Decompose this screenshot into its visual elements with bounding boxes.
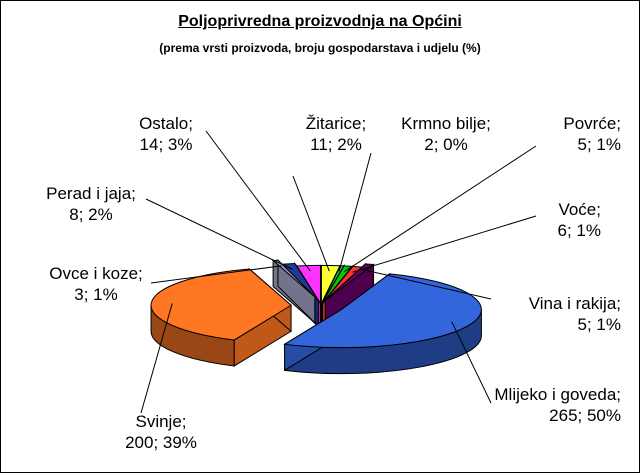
slice-label-value: 3; 1%: [74, 285, 118, 304]
slice-label-value: 5; 1%: [577, 135, 621, 154]
leader-line-ovce-i-koze: [150, 265, 282, 284]
slice-label-name: Mlijeko i goveda;: [494, 385, 621, 404]
slice-label-value: 200; 39%: [125, 433, 197, 452]
slice-label-name: Svinje;: [135, 412, 187, 431]
slice-label-name: Ovce i koze;: [49, 264, 143, 283]
slice-label-perad-i-jaja: Perad i jaja; 8; 2%: [16, 183, 166, 225]
leader-line-krmno-bilje: [338, 152, 372, 272]
slice-label-value: 5; 1%: [577, 315, 621, 334]
slice-label-value: 11; 2%: [310, 135, 362, 154]
leader-line-perad-i-jaja: [145, 198, 293, 270]
slice-label-svinje: Svinje; 200; 39%: [101, 411, 221, 453]
slice-label-povrce: Povrće; 5; 1%: [521, 113, 621, 155]
slice-label-name: Povrće;: [563, 114, 621, 133]
slice-label-value: 6; 1%: [557, 221, 601, 240]
slice-label-name: Žitarice;: [305, 114, 367, 133]
leader-line-svinje: [140, 303, 173, 414]
slice-label-krmno-bilje: Krmno bilje; 2; 0%: [386, 113, 506, 155]
leader-line-zitarice: [292, 175, 330, 272]
slice-label-name: Perad i jaja;: [46, 184, 136, 203]
chart-subtitle: (prema vrsti proizvoda, broju gospodarst…: [159, 41, 481, 55]
slice-label-vina-i-rakija: Vina i rakija; 5; 1%: [471, 293, 621, 335]
pie-slice-mlijeko-i-goveda: [283, 272, 482, 375]
slice-label-value: 265; 50%: [549, 406, 621, 425]
pie-slice-ovce-i-koze: [271, 258, 316, 325]
slice-label-name: Krmno bilje;: [401, 114, 491, 133]
leader-line-mlijeko-i-goveda: [451, 321, 492, 404]
slice-label-value: 8; 2%: [69, 205, 113, 224]
slice-label-name: Voće;: [558, 200, 601, 219]
slice-label-value: 2; 0%: [424, 135, 468, 154]
leader-line-vina-i-rakija: [362, 269, 492, 300]
leader-line-ostalo: [205, 130, 311, 272]
slice-label-name: Vina i rakija;: [528, 294, 621, 313]
chart-title: Poljoprivredna proizvodnja na Općini: [178, 13, 462, 30]
slice-label-name: Ostalo;: [139, 114, 193, 133]
slice-label-mlijeko-i-goveda: Mlijeko i goveda; 265; 50%: [471, 384, 621, 426]
slice-label-ostalo: Ostalo; 14; 3%: [111, 113, 221, 155]
pie-slice-svinje: [150, 267, 292, 367]
pie-slice-vina-i-rakija: [324, 262, 375, 328]
slice-label-voce: Voće; 6; 1%: [501, 199, 601, 241]
leader-line-povrce: [344, 145, 537, 273]
slice-label-value: 14; 3%: [139, 135, 193, 154]
slice-label-ovce-i-koze: Ovce i koze; 3; 1%: [21, 263, 171, 305]
leader-line-voce: [352, 215, 537, 273]
slice-label-zitarice: Žitarice; 11; 2%: [291, 113, 381, 155]
